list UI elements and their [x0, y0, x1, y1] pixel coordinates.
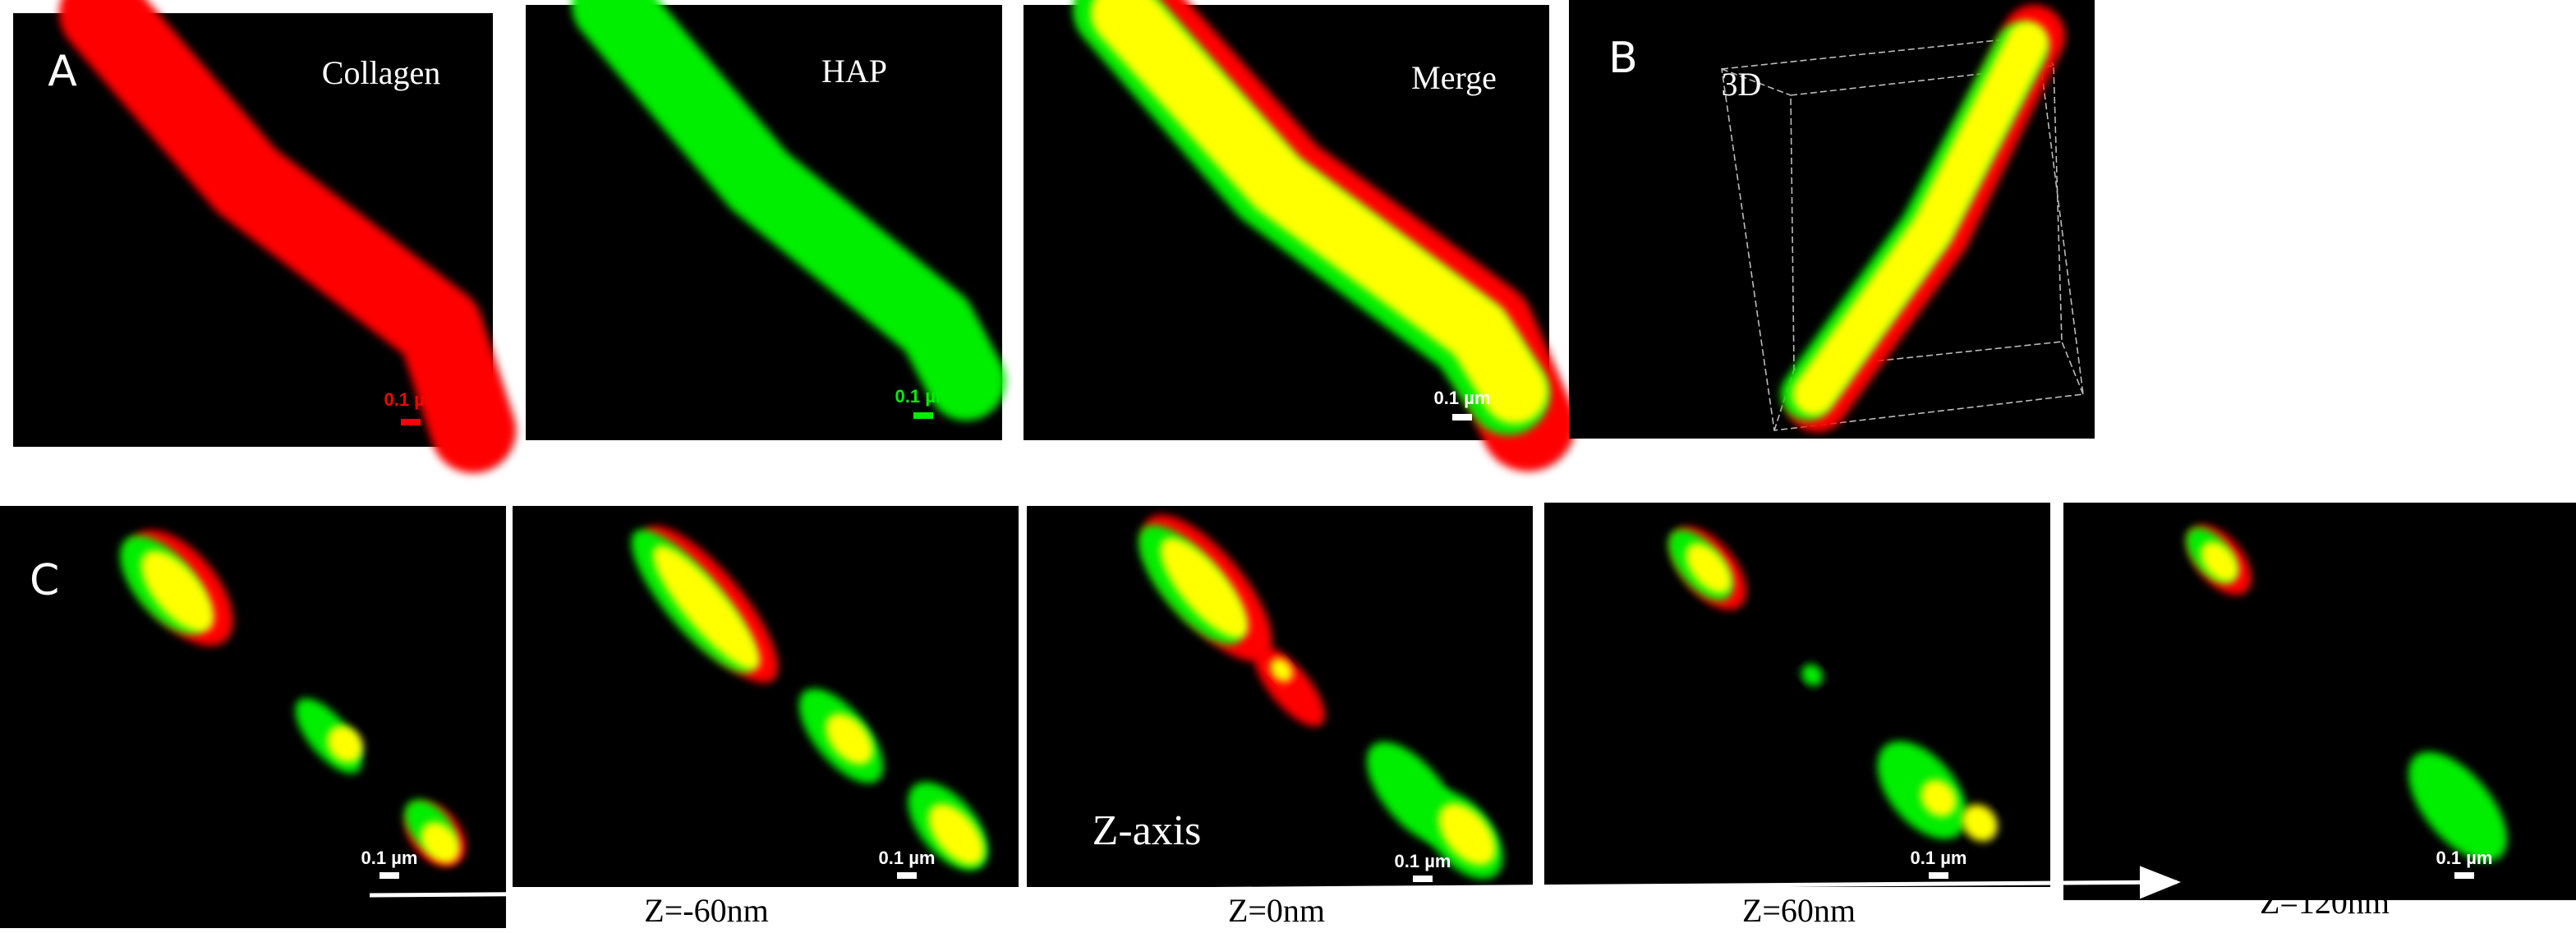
- fibril-blob: [1686, 543, 1732, 594]
- scale-bar: [1452, 414, 1472, 421]
- fibril-blob: [327, 725, 363, 763]
- merge-image: Merge 0.1 µm: [1024, 0, 1576, 471]
- fibril-blob: [1438, 803, 1496, 866]
- fibril-blob: [2408, 751, 2507, 862]
- scale-bar: [1929, 872, 1948, 879]
- scale-bar: [401, 419, 421, 425]
- scale-label: 0.1 µm: [1395, 851, 1451, 871]
- scale-label: 0.1 µm: [895, 386, 952, 407]
- axis-label: Z-axis: [1092, 807, 1202, 854]
- z-label: Z=-60nm: [644, 892, 768, 929]
- fibril-blob: [1270, 658, 1293, 683]
- scale-label: 0.1 µm: [361, 848, 418, 868]
- fibril-blob: [1962, 804, 1998, 842]
- panel-label: C: [30, 556, 59, 605]
- z-slices: 0.1 µm 0.1 µm 0.1 µm 0.1 µm 0.1 µm: [0, 503, 2576, 928]
- scale-bar: [1413, 876, 1433, 882]
- fibril-blob: [1160, 538, 1249, 638]
- scale-bar: [897, 872, 917, 879]
- scale-label: 0.1 µm: [1434, 388, 1491, 408]
- scale-label: 0.1 µm: [384, 389, 441, 410]
- z-label: Z=-120nm: [102, 884, 242, 921]
- scale-label: 0.1 µm: [2436, 848, 2493, 868]
- z-label: Z=60nm: [1742, 892, 1856, 929]
- image-title: HAP: [821, 53, 887, 90]
- 3d-image: B 3D: [1569, 0, 2095, 439]
- fibril-blob: [421, 821, 460, 864]
- fibril-blob: [653, 545, 760, 670]
- z-arrow: [369, 866, 2181, 899]
- panel-label: A: [48, 47, 77, 96]
- fibril-blob: [826, 714, 873, 765]
- fibril-blob: [1920, 779, 1957, 817]
- image-title: Merge: [1411, 59, 1497, 96]
- scale-bar: [2454, 872, 2474, 879]
- z-label: Z=0nm: [1228, 892, 1325, 929]
- z-label: Z=120nm: [2260, 884, 2390, 921]
- scale-bar: [380, 872, 399, 879]
- scale-label: 0.1 µm: [1911, 848, 1967, 868]
- fibril-blob: [140, 550, 214, 632]
- collagen-image: A Collagen 0.1 µm: [13, 0, 516, 473]
- image-title: Collagen: [322, 54, 440, 91]
- image-title: 3D: [1722, 66, 1762, 103]
- fibril-blob: [1801, 664, 1823, 687]
- slice-image: [0, 506, 506, 928]
- scale-label: 0.1 µm: [879, 848, 936, 868]
- panel-label: B: [1608, 34, 1638, 83]
- fibril-blob: [2201, 541, 2238, 582]
- scale-bar: [913, 412, 933, 419]
- hap-image: HAP 0.1 µm: [526, 0, 1005, 440]
- fibril-blob: [928, 803, 984, 866]
